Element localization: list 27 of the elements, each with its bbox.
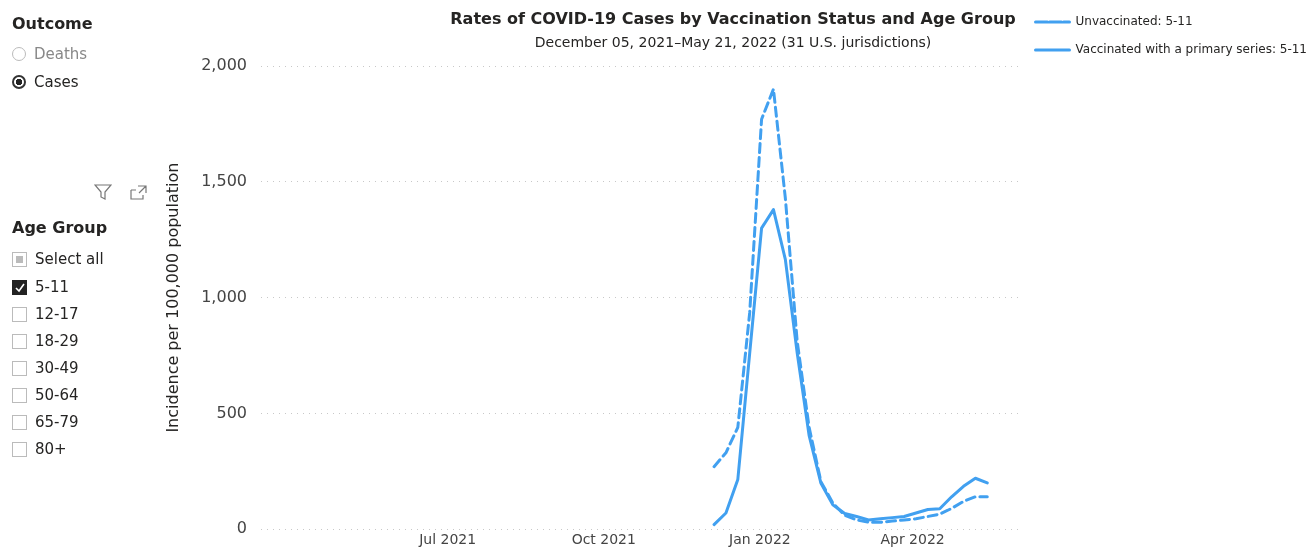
x-tick-label: Apr 2022 xyxy=(880,531,945,548)
text: 12-17 xyxy=(35,305,79,323)
y-tick-label: 1,500 xyxy=(201,170,247,190)
legend-label: Vaccinated with a primary series: 5-11 xyxy=(1075,42,1307,57)
text: 18-29 xyxy=(35,332,79,350)
text: Age Group xyxy=(12,218,108,237)
y-tick-label: 500 xyxy=(216,402,247,422)
x-tick-label: Oct 2021 xyxy=(571,531,636,548)
y-tick-label: 0 xyxy=(236,518,247,538)
text: 30-49 xyxy=(35,359,79,377)
chart-title: Rates of COVID-19 Cases by Vaccination Status and Age Group xyxy=(450,8,1016,28)
text: Cases xyxy=(34,73,79,91)
text: Deaths xyxy=(34,45,88,63)
y-tick-label: 1,000 xyxy=(201,286,247,306)
text: 65-79 xyxy=(35,413,79,431)
text: Outcome xyxy=(12,14,93,33)
x-tick-label: Jan 2022 xyxy=(728,531,791,548)
line-series xyxy=(712,87,989,524)
x-tick-label: Jul 2021 xyxy=(418,531,477,548)
text: 80+ xyxy=(35,440,67,458)
y-axis-title: Incidence per 100,000 population xyxy=(162,162,182,433)
y-tick-label: 2,000 xyxy=(201,55,247,75)
text: 5-11 xyxy=(35,278,70,296)
text: Select all xyxy=(35,250,104,268)
chart-subtitle: December 05, 2021–May 21, 2022 (31 U.S. jurisdictions) xyxy=(534,34,932,51)
text: 50-64 xyxy=(35,386,79,404)
legend-label: Unvaccinated: 5-11 xyxy=(1075,14,1193,29)
